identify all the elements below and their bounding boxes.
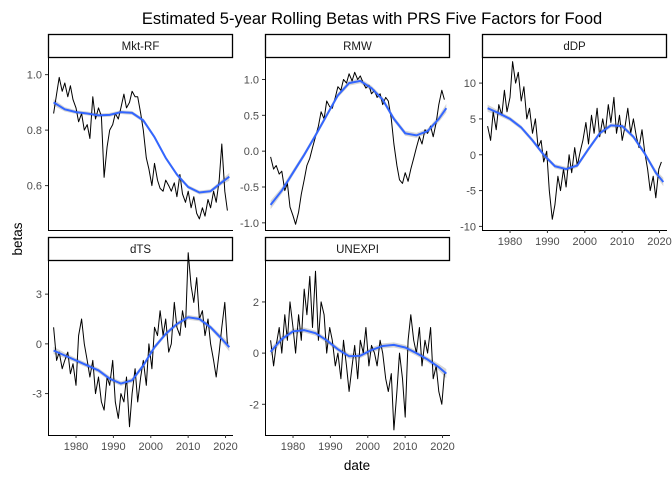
y-tick-label-dts: -3 (32, 389, 42, 401)
y-tick-label-unexpi: 2 (253, 297, 259, 309)
x-tick-label-unexpi: 2020 (430, 441, 454, 453)
panel-mkt-rf: Mkt-RF 0.6 0.8 1.0 (27, 33, 234, 231)
y-tick-label-ddp: 5 (470, 114, 476, 126)
chart-title: Estimated 5-year Rolling Betas with PRS … (142, 10, 602, 28)
y-tick-label-rmw: -1.0 (240, 218, 259, 230)
y-tick-label-dts: 0 (36, 339, 42, 351)
strip-mkt-rf (47, 33, 234, 59)
confidence-band-dts (53, 315, 230, 386)
x-tick-label-dts: 1990 (101, 441, 125, 453)
panel-dts: dTS -3 0 3 1980 1990 2000 2010 2020 (32, 236, 238, 453)
panel-unexpi: UNEXPI -2 0 2 1980 1990 2000 2010 2020 (249, 236, 455, 453)
y-tick-label-ddp: -10 (460, 221, 476, 233)
strip-label-rmw: RMW (343, 41, 372, 53)
strip-label-mkt-rf: Mkt-RF (122, 41, 160, 53)
y-tick-label-mkt-rf: 0.8 (27, 125, 42, 137)
x-tick-label-unexpi: 2010 (393, 441, 417, 453)
strip-dts (47, 236, 234, 262)
y-tick-label-rmw: 0.5 (244, 110, 259, 122)
smooth-line-mkt-rf (53, 101, 230, 194)
raw-series-ddp (487, 61, 662, 220)
y-tick-label-dts: 3 (36, 289, 42, 301)
strip-label-dts: dTS (130, 244, 151, 256)
x-tick-label-ddp: 2020 (647, 236, 671, 248)
x-tick-label-ddp: 2000 (573, 236, 597, 248)
y-tick-label-ddp: 10 (464, 78, 476, 90)
raw-series-dts (53, 252, 228, 428)
y-axis-title: betas (10, 222, 25, 255)
y-tick-label-mkt-rf: 1.0 (27, 70, 42, 82)
panel-rmw: RMW -1.0 -0.5 0.0 0.5 1.0 (240, 33, 451, 231)
facet-panels: Mkt-RF 0.6 0.8 1.0 RMW -1.0 -0.5 0.0 0.5 1.0 dDP -1… (27, 33, 672, 453)
x-tick-label-unexpi: 2000 (356, 441, 380, 453)
x-tick-label-unexpi: 1980 (281, 441, 305, 453)
x-axis-title: date (344, 458, 370, 473)
strip-ddp (481, 33, 668, 59)
y-tick-label-ddp: -5 (466, 186, 476, 198)
y-tick-label-unexpi: 0 (253, 348, 259, 360)
x-tick-label-ddp: 1980 (498, 236, 522, 248)
y-tick-label-ddp: 0 (470, 150, 476, 162)
y-tick-label-unexpi: -2 (249, 399, 259, 411)
x-tick-label-dts: 1980 (64, 441, 88, 453)
raw-series-unexpi (270, 270, 445, 431)
x-tick-label-ddp: 2010 (610, 236, 634, 248)
x-tick-label-dts: 2000 (139, 441, 163, 453)
x-tick-label-unexpi: 1990 (318, 441, 342, 453)
strip-unexpi (264, 236, 451, 262)
raw-series-rmw (270, 71, 445, 225)
y-tick-label-mkt-rf: 0.6 (27, 181, 42, 193)
strip-rmw (264, 33, 451, 59)
smooth-line-rmw (269, 79, 448, 206)
strip-label-ddp: dDP (563, 41, 586, 53)
smooth-line-dts (53, 316, 231, 385)
x-tick-label-dts: 2020 (213, 441, 237, 453)
x-tick-label-dts: 2010 (176, 441, 200, 453)
y-tick-label-rmw: -0.5 (240, 182, 259, 194)
raw-series-mkt-rf (53, 76, 228, 220)
y-tick-label-rmw: 0.0 (244, 146, 259, 158)
smooth-line-ddp (487, 107, 665, 183)
x-tick-label-ddp: 1990 (535, 236, 559, 248)
y-tick-label-rmw: 1.0 (244, 75, 259, 87)
strip-label-unexpi: UNEXPI (336, 244, 379, 256)
smooth-line-unexpi (269, 329, 447, 375)
panel-ddp: dDP -10 -5 0 5 10 1980 1990 2000 2010 2020 (460, 33, 672, 248)
